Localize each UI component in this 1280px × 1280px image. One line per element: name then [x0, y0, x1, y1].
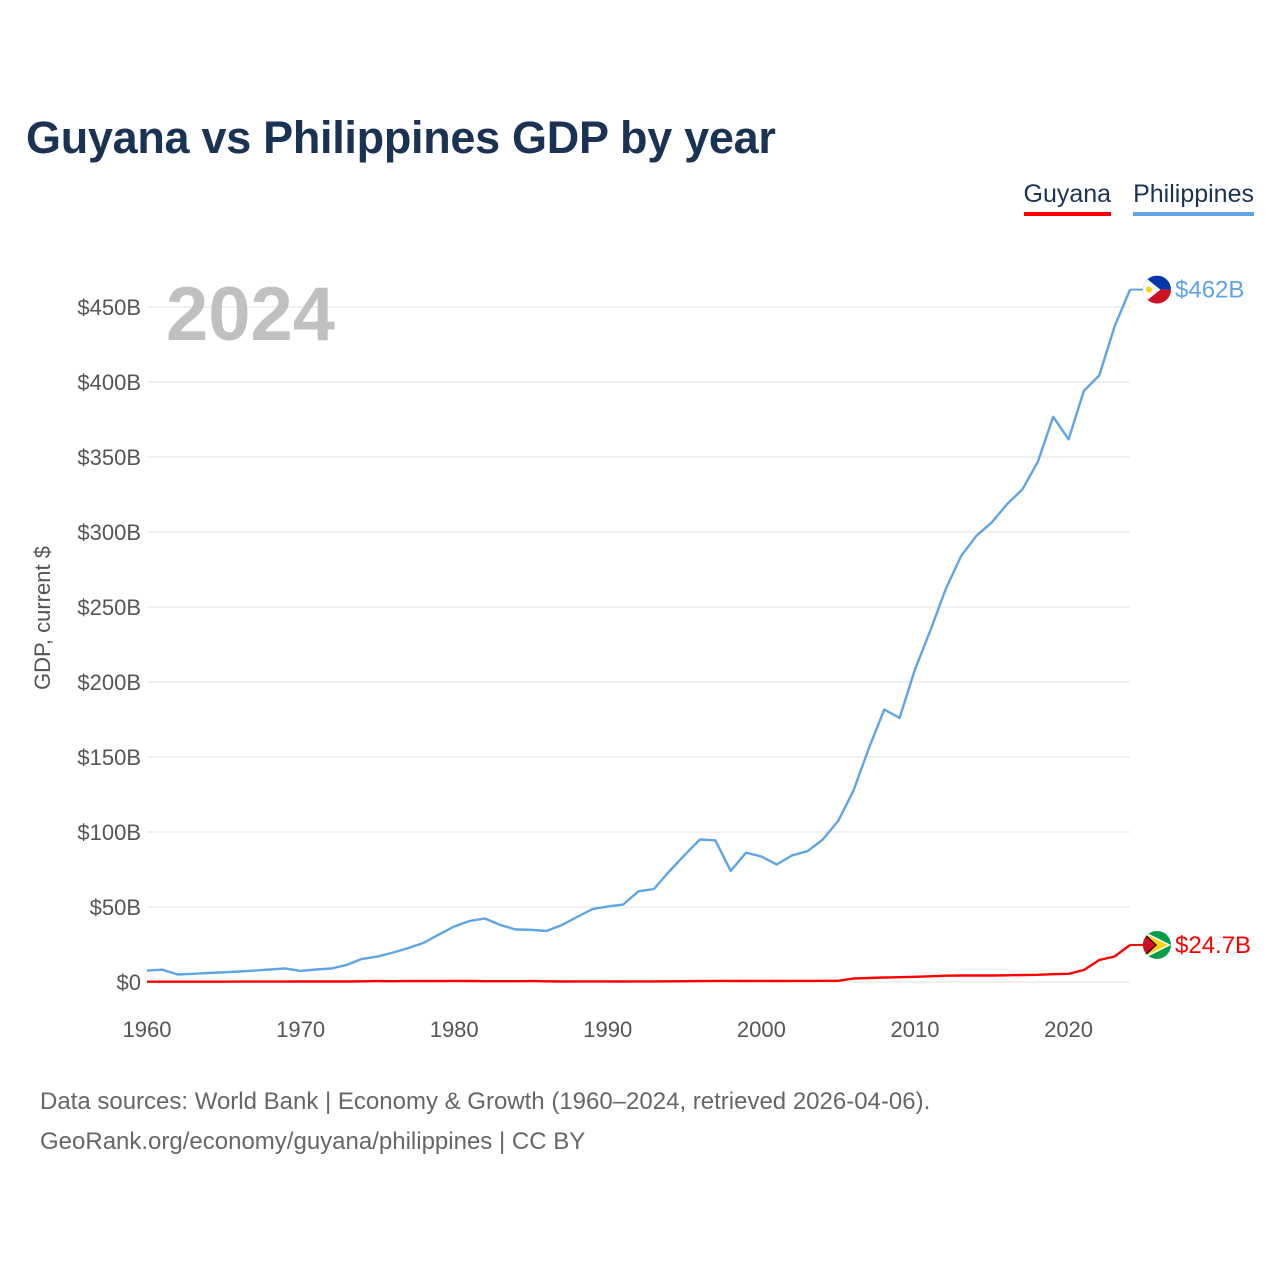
y-tick-label: $300B [77, 520, 141, 545]
x-tick-label: 1980 [430, 1017, 479, 1042]
x-tick-label: 2000 [737, 1017, 786, 1042]
y-tick-label: $450B [77, 295, 141, 320]
y-tick-label: $400B [77, 370, 141, 395]
philippines-flag-icon [1143, 275, 1171, 304]
x-tick-label: 1960 [123, 1017, 172, 1042]
series-lines [146, 289, 1132, 983]
x-tick-label: 1970 [276, 1017, 325, 1042]
y-axis-ticks: $0 $50B $100B $150B $200B $250B $300B $350B $400… [77, 295, 141, 995]
legend-item-philippines[interactable]: Philippines [1133, 180, 1254, 216]
y-tick-label: $0 [117, 970, 141, 995]
y-tick-label: $350B [77, 445, 141, 470]
x-axis-ticks: 1960 1970 1980 1990 2000 2010 2020 [123, 1017, 1094, 1042]
y-tick-label: $150B [77, 745, 141, 770]
line-chart: $0 $50B $100B $150B $200B $250B $300B $350B $400… [30, 272, 1251, 1042]
end-markers: $462B $24.7B [1130, 275, 1251, 959]
x-tick-label: 2010 [890, 1017, 939, 1042]
guyana-flag-icon [1143, 930, 1171, 959]
y-tick-label: $50B [90, 895, 141, 920]
source-line-1: Data sources: World Bank | Economy & Gro… [40, 1088, 931, 1115]
source-note: Data sources: World Bank | Economy & Gro… [40, 1082, 930, 1162]
source-line-2: GeoRank.org/economy/guyana/philippines |… [40, 1128, 586, 1155]
x-tick-label: 1990 [583, 1017, 632, 1042]
legend: Guyana Philippines [1023, 180, 1254, 216]
y-axis-label: GDP, current $ [30, 546, 55, 690]
x-tick-label: 2020 [1044, 1017, 1093, 1042]
series-line-philippines[interactable] [146, 289, 1132, 976]
chart-title: Guyana vs Philippines GDP by year [26, 112, 776, 163]
gridlines [147, 306, 1130, 983]
y-tick-label: $100B [77, 820, 141, 845]
y-tick-label: $250B [77, 595, 141, 620]
legend-item-guyana[interactable]: Guyana [1023, 180, 1112, 216]
y-tick-label: $200B [77, 670, 141, 695]
end-value-label: $462B [1175, 277, 1244, 304]
series-line-guyana[interactable] [147, 944, 1131, 983]
end-value-label: $24.7B [1175, 932, 1251, 959]
year-label: 2024 [166, 272, 335, 357]
